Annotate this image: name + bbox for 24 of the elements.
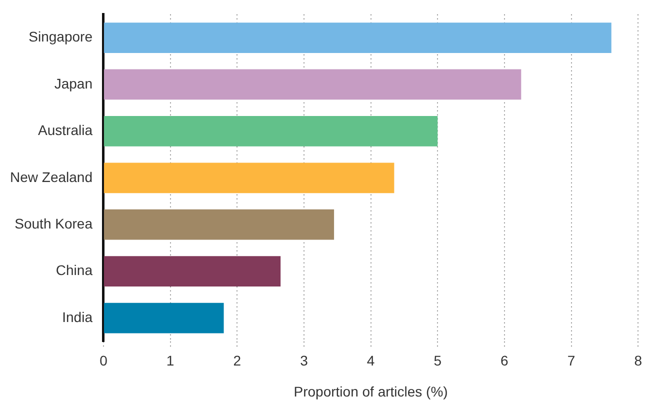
x-tick-label: 2	[233, 352, 242, 369]
bar	[104, 162, 394, 194]
x-tick-label: 1	[166, 352, 174, 369]
bar	[104, 69, 522, 100]
y-tick-label: China	[56, 262, 93, 278]
y-tick-label: Singapore	[28, 28, 93, 45]
x-tick-label: 4	[366, 352, 375, 369]
y-tick-label: Australia	[38, 122, 93, 138]
bar	[104, 209, 334, 240]
x-tick-label: 7	[567, 352, 576, 369]
x-tick-label: 0	[100, 352, 108, 369]
y-tick-label: South Korea	[14, 215, 93, 232]
bar	[104, 256, 281, 287]
x-tick-label: 3	[300, 352, 308, 369]
x-axis-title: Proportion of articles (%)	[294, 383, 448, 400]
x-tick-label: 6	[500, 352, 509, 369]
y-tick-label: New Zealand	[10, 168, 92, 185]
x-tick-label: 8	[634, 352, 642, 369]
bar	[104, 302, 224, 334]
bar	[104, 22, 612, 53]
bar	[104, 116, 438, 146]
y-tick-label: India	[62, 308, 93, 325]
x-tick-label: 5	[434, 352, 442, 369]
y-tick-label: Japan	[54, 75, 92, 92]
